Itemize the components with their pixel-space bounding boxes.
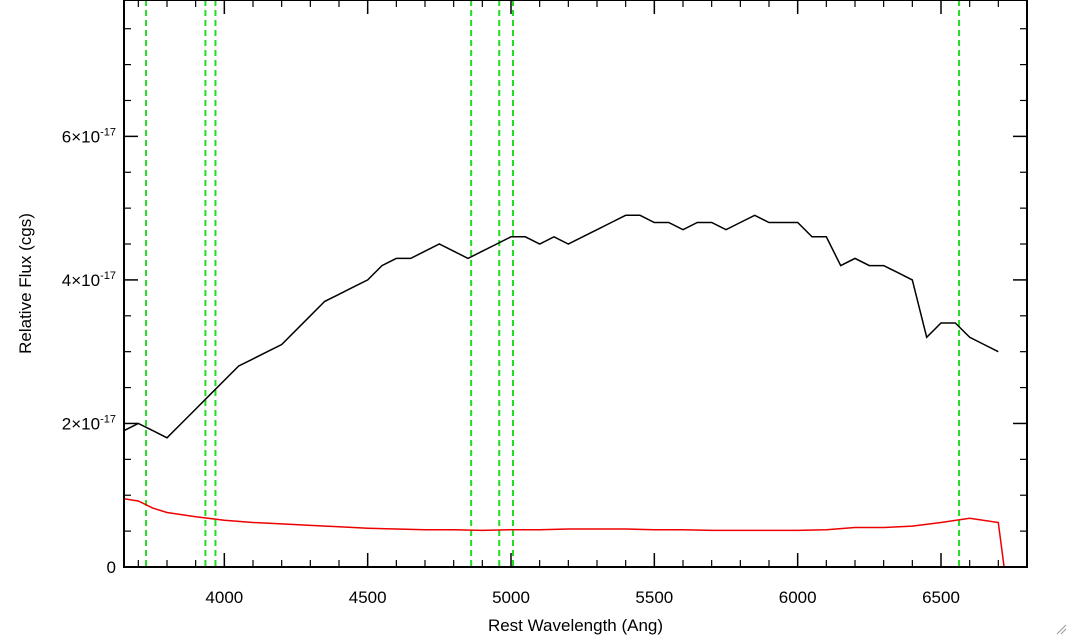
series-line (123, 214, 999, 439)
x-tick-label: 5000 (492, 588, 530, 607)
x-axis-title: Rest Wavelength (Ang) (488, 616, 663, 635)
plot-frame (123, 0, 1028, 568)
x-tick-label: 4500 (349, 588, 387, 607)
x-tick-label: 6000 (779, 588, 817, 607)
x-tick-label: 5500 (635, 588, 673, 607)
resize-grip-icon[interactable] (1055, 623, 1067, 635)
spectrum-series (123, 214, 1027, 568)
y-tick-label: 4×10-17 (62, 270, 116, 290)
x-tick-label: 6500 (922, 588, 960, 607)
axis-ticks (124, 0, 1028, 568)
series-line (123, 498, 1027, 568)
y-axis-title: Relative Flux (cgs) (16, 213, 35, 354)
x-tick-label: 4000 (205, 588, 243, 607)
y-tick-label: 0 (107, 558, 116, 577)
emission-line-markers (145, 0, 961, 567)
x-tick-labels: 4000 4500 5000 5500 6000 6500 (205, 588, 959, 607)
y-tick-label: 2×10-17 (62, 413, 116, 433)
y-tick-label: 6×10-17 (62, 126, 116, 146)
y-tick-labels: 0 2×10-17 4×10-17 6×10-17 (62, 126, 116, 577)
